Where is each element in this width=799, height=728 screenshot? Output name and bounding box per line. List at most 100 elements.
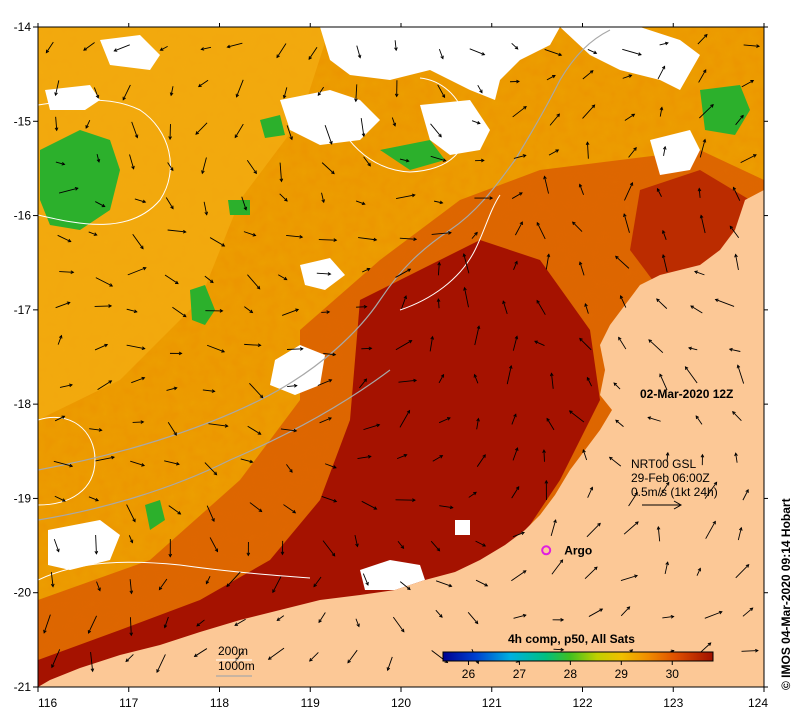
current-vector-head <box>549 372 554 377</box>
current-vector-head <box>293 428 298 433</box>
current-vector <box>355 618 360 627</box>
current-vector-head <box>439 200 444 205</box>
current-vector-head <box>173 432 177 436</box>
current-vector-head <box>318 619 322 624</box>
y-tick-label: -17 <box>14 303 32 317</box>
current-vector-head <box>95 497 99 502</box>
current-vector-head <box>729 225 734 230</box>
current-vector-head <box>211 518 215 523</box>
current-vector <box>620 295 627 308</box>
current-vector-head <box>553 519 557 524</box>
current-vector <box>399 158 409 162</box>
current-vector <box>55 301 70 309</box>
land-peninsula <box>725 270 750 330</box>
current-vector-head <box>439 455 444 459</box>
current-vector <box>129 579 133 594</box>
colorbar-tick-label: 26 <box>462 667 476 681</box>
current-vector <box>165 197 174 209</box>
current-vector <box>513 614 526 619</box>
current-vector <box>58 187 78 194</box>
argo-icon <box>541 545 552 556</box>
current-vector-head <box>446 417 451 421</box>
current-vector <box>53 460 73 467</box>
current-vector-head <box>481 52 486 56</box>
current-vector <box>735 115 744 126</box>
current-vector-head <box>54 127 59 132</box>
current-vector-head <box>400 545 405 549</box>
current-vector-head <box>665 451 670 456</box>
current-vector <box>321 495 337 502</box>
current-vector <box>321 192 325 203</box>
x-tick-label: 122 <box>572 696 592 710</box>
x-tick-label: 124 <box>748 696 768 710</box>
current-vector-head <box>357 54 362 59</box>
current-vector <box>615 419 624 427</box>
current-vector <box>354 534 358 547</box>
current-vector <box>195 122 208 135</box>
current-vector-head <box>437 261 441 266</box>
colorbar-tick-label: 29 <box>615 667 629 681</box>
current-vector <box>514 221 523 236</box>
cloud-gap-north-2 <box>280 90 380 145</box>
colorbar-tick-label: 27 <box>513 667 527 681</box>
current-vector-head <box>169 92 174 97</box>
current-vector-head <box>367 162 371 167</box>
cloud-gap-north <box>320 27 560 100</box>
current-vector <box>276 43 287 58</box>
current-vector-head <box>234 134 239 139</box>
current-vector-head <box>599 608 604 612</box>
current-vector <box>657 526 661 542</box>
current-vector-head <box>536 299 540 304</box>
current-vector-head <box>403 453 408 458</box>
current-vector-head <box>448 231 452 235</box>
current-vector-head <box>718 610 723 615</box>
current-vector <box>546 75 556 81</box>
current-vector <box>502 300 508 315</box>
current-vector <box>467 611 479 624</box>
current-vector <box>283 504 296 514</box>
current-vector-head <box>178 351 183 356</box>
cloud-gap-northeast <box>560 27 700 90</box>
current-vector <box>361 347 372 350</box>
current-vector <box>234 123 244 138</box>
current-vector <box>279 162 282 182</box>
current-vector <box>85 119 91 129</box>
current-vector <box>511 486 520 499</box>
current-vector <box>729 225 740 239</box>
current-vector-head <box>177 511 182 515</box>
current-ref-line1: NRT00 GSL <box>631 457 696 471</box>
current-vector <box>247 274 261 290</box>
current-vector-head <box>439 614 443 618</box>
current-vector <box>206 344 225 353</box>
current-vector <box>699 642 712 654</box>
current-vector-head <box>326 310 331 314</box>
current-vector-head <box>474 231 478 236</box>
current-vector-head <box>635 521 639 525</box>
current-vector <box>620 575 638 582</box>
current-vector <box>287 385 297 387</box>
current-vector-head <box>740 114 744 119</box>
current-vector-head <box>201 170 205 175</box>
current-vector <box>321 162 335 174</box>
current-vector <box>534 340 545 346</box>
current-vector <box>584 566 598 579</box>
current-vector-head <box>134 134 139 139</box>
current-vector <box>323 353 336 356</box>
current-vector-head <box>321 199 325 204</box>
current-vector <box>96 154 100 163</box>
current-vector-head <box>441 94 446 99</box>
current-vector-head <box>690 305 694 309</box>
current-vector-head <box>373 237 378 242</box>
current-vector <box>95 534 97 554</box>
current-vector-head <box>462 253 467 258</box>
current-vector <box>54 415 65 422</box>
current-vector <box>735 254 739 271</box>
current-vector-head <box>258 508 263 513</box>
current-vector <box>550 519 557 536</box>
current-vector <box>97 380 112 391</box>
current-vector-head <box>463 286 467 291</box>
current-vector-head <box>489 196 494 200</box>
current-vector-head <box>66 301 71 305</box>
current-vector <box>396 194 415 200</box>
current-vector <box>209 537 218 552</box>
